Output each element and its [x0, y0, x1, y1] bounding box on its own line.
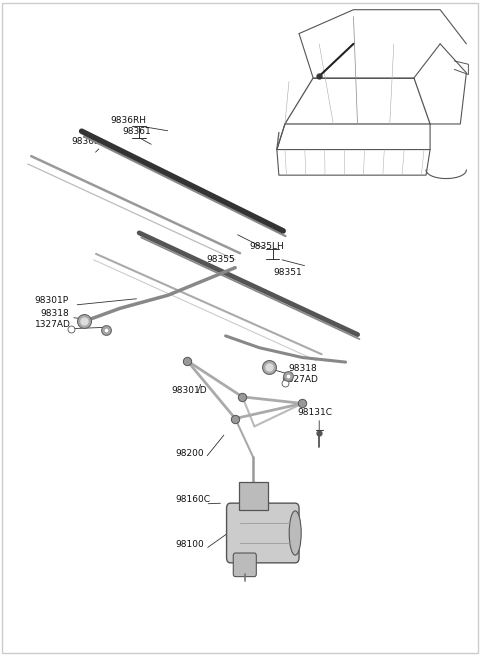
Text: 98318: 98318	[41, 308, 70, 318]
Text: 98355: 98355	[206, 255, 235, 264]
FancyBboxPatch shape	[239, 482, 268, 510]
Text: 98200: 98200	[175, 449, 204, 458]
FancyBboxPatch shape	[227, 503, 299, 563]
Text: 98131C: 98131C	[298, 407, 333, 417]
Ellipse shape	[289, 511, 301, 555]
Text: 1327AD: 1327AD	[35, 319, 71, 329]
Text: 1327AD: 1327AD	[283, 375, 319, 384]
Text: 98351: 98351	[274, 268, 302, 277]
Text: 98160C: 98160C	[175, 495, 210, 504]
Text: 9835LH: 9835LH	[250, 241, 284, 251]
FancyBboxPatch shape	[233, 553, 256, 577]
Text: 9836RH: 9836RH	[110, 115, 146, 125]
Text: 98365: 98365	[71, 136, 100, 146]
Text: 98361: 98361	[122, 127, 151, 136]
Text: 98301P: 98301P	[35, 296, 69, 305]
Text: 98318: 98318	[288, 363, 317, 373]
Text: 98301D: 98301D	[172, 386, 207, 395]
Text: 98100: 98100	[175, 540, 204, 549]
